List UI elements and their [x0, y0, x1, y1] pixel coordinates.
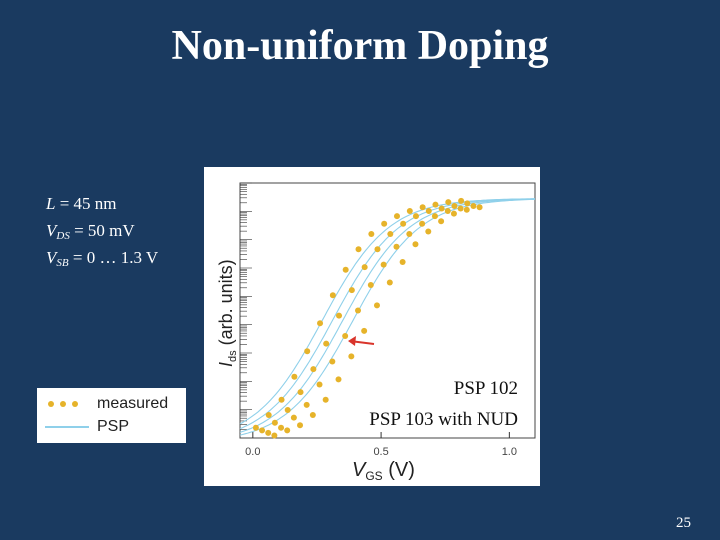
measured-point-0-12 [406, 208, 413, 215]
chart-legend: measured PSP [37, 388, 186, 443]
measured-point-2-8 [367, 282, 374, 288]
measured-point-1-0 [259, 427, 266, 434]
measured-point-3-3 [309, 412, 316, 419]
measured-point-3-0 [271, 432, 278, 439]
measured-point-3-15 [463, 206, 470, 213]
measured-point-3-1 [284, 427, 291, 434]
measured-point-1-16 [464, 200, 471, 207]
legend-label-measured: measured [97, 395, 169, 412]
measured-point-3-5 [335, 376, 342, 383]
x-tick-label: 1.0 [502, 446, 517, 458]
measured-point-1-15 [451, 202, 458, 209]
measured-point-1-3 [297, 389, 304, 396]
param-vsb: VSB = 0 … 1.3 V [46, 248, 159, 269]
measured-point-1-5 [323, 340, 330, 347]
model-curve-2 [239, 198, 535, 433]
arrow-head-icon [348, 336, 356, 346]
measured-point-2-6 [342, 333, 349, 339]
measured-point-3-13 [438, 218, 445, 225]
measured-point-3-16 [476, 204, 483, 211]
model-curve-0 [239, 198, 535, 425]
measured-point-0-5 [317, 320, 324, 327]
measured-point-0-8 [355, 246, 362, 253]
measured-point-0-16 [458, 197, 465, 204]
slide-title: Non-uniform Doping [171, 23, 549, 69]
measured-point-0-15 [445, 199, 452, 206]
measured-point-2-14 [444, 208, 451, 215]
plot-frame [239, 182, 536, 439]
measured-point-3-2 [297, 422, 304, 429]
measured-point-2-2 [290, 414, 297, 421]
param-vds: VDS = 50 mV [46, 221, 135, 242]
measured-point-0-10 [381, 220, 388, 227]
measured-point-1-1 [271, 419, 278, 426]
measured-point-3-11 [412, 241, 419, 248]
measured-point-2-11 [406, 231, 413, 237]
measured-point-0-4 [304, 348, 311, 355]
param-length: L = 45 nm [46, 194, 117, 213]
measured-point-2-13 [431, 213, 438, 220]
measured-point-1-14 [438, 205, 445, 212]
model-curve-1 [239, 198, 535, 430]
page-number: 25 [676, 515, 691, 531]
annotation-psp103: PSP 103 with NUD [369, 409, 518, 430]
measured-point-1-8 [361, 264, 368, 271]
measured-point-0-0 [252, 424, 259, 431]
measured-point-0-1 [265, 412, 272, 419]
y-axis-label: Ids (arb. units) [216, 259, 239, 367]
measured-point-1-4 [310, 366, 317, 373]
annotation-psp102: PSP 102 [454, 378, 518, 399]
measured-point-0-9 [368, 231, 375, 237]
measured-point-0-7 [342, 266, 349, 273]
measured-point-0-6 [329, 292, 336, 299]
measured-point-0-3 [291, 373, 298, 380]
measured-point-3-4 [322, 396, 329, 403]
measured-point-1-13 [425, 208, 432, 215]
measured-point-1-11 [400, 220, 407, 227]
measured-point-3-7 [361, 327, 368, 334]
measured-point-2-10 [393, 243, 400, 250]
measured-point-2-15 [457, 205, 464, 212]
measured-point-2-1 [278, 424, 285, 431]
parameter-list: L = 45 nm VDS = 50 mV VSB = 0 … 1.3 V [46, 193, 158, 274]
measured-point-0-14 [432, 201, 439, 208]
measured-point-2-7 [355, 307, 361, 314]
measured-point-2-4 [316, 381, 323, 388]
measured-point-0-2 [278, 396, 285, 403]
measured-point-3-12 [425, 228, 432, 235]
measured-point-2-12 [419, 220, 426, 227]
measured-point-2-0 [265, 429, 272, 436]
measured-point-2-16 [470, 202, 477, 209]
measured-point-2-5 [329, 358, 336, 365]
model-line-icon [45, 426, 89, 428]
legend-item-measured: measured [37, 392, 186, 416]
x-tick-label: 0.0 [245, 446, 260, 458]
measured-point-1-10 [387, 231, 394, 237]
measured-point-3-6 [348, 353, 355, 360]
measured-point-2-9 [380, 261, 387, 268]
chart-area: 0.0 0.5 1.0 PSP 102 PSP 103 with NUD VGS (V) I… [204, 167, 540, 486]
legend-item-model: PSP [37, 415, 186, 439]
x-axis-label: VGS (V) [352, 459, 415, 483]
ids-vgs-chart: 0.0 0.5 1.0 PSP 102 PSP 103 with NUD VGS (V) I… [216, 182, 536, 483]
x-tick-label: 0.5 [373, 446, 388, 458]
measured-point-3-14 [450, 210, 457, 217]
legend-label-model: PSP [97, 418, 130, 435]
measured-point-3-9 [386, 279, 393, 286]
measured-marker-icon [48, 401, 78, 407]
measured-point-1-9 [374, 246, 381, 253]
measured-point-2-3 [303, 401, 310, 408]
measured-point-1-12 [412, 213, 419, 220]
measured-point-0-13 [419, 204, 426, 211]
measured-point-1-6 [336, 312, 343, 319]
measured-point-3-8 [373, 302, 380, 309]
measured-point-1-2 [284, 406, 291, 413]
measured-point-3-10 [399, 259, 406, 266]
measured-point-0-11 [393, 213, 400, 220]
measured-point-1-7 [348, 287, 355, 294]
